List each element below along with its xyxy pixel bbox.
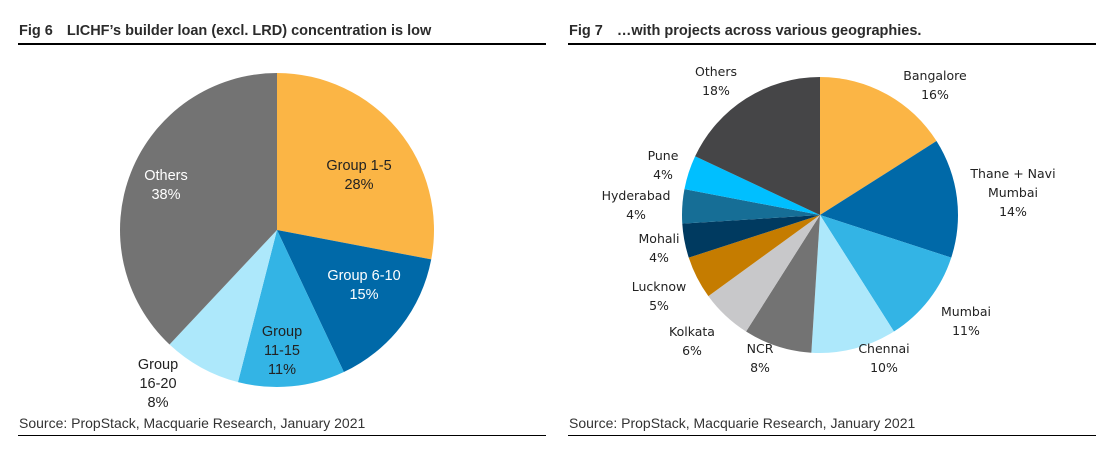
- slice-name-text: Chennai: [858, 341, 909, 356]
- slice-name-text: Group 6-10: [327, 268, 400, 284]
- fig6-slice-group-1-5: [277, 73, 434, 260]
- slice-name-text: Thane + Navi: [969, 166, 1055, 181]
- slice-value-text: 11%: [952, 323, 980, 338]
- slice-name-text: Bangalore: [903, 68, 967, 83]
- fig6-label-others: Others 38%: [144, 168, 188, 203]
- fig6-label-group-16-20: Group 16-20 8%: [138, 357, 178, 411]
- fig6-pie-chart: Group 1-5 28%Group 6-10 15%Group 11-15 11%Gr…: [119, 73, 434, 411]
- fig6-label-group-11-15: Group 11-15 11%: [262, 324, 302, 378]
- slice-name-text: Group 1-5: [326, 158, 391, 174]
- fig7-slice-others: [695, 77, 820, 215]
- fig7-label-pune: Pune 4%: [648, 148, 679, 182]
- fig6-title-rule: [18, 43, 546, 45]
- fig7-source-rule: [568, 435, 1096, 436]
- fig7-label-others: Others 18%: [695, 64, 737, 98]
- slice-value-text: 4%: [653, 167, 673, 182]
- slice-name-text: Mumbai: [988, 185, 1038, 200]
- slice-name-text: Group: [262, 324, 302, 340]
- slice-name-text: 11-15: [264, 343, 300, 359]
- slice-value-text: 38%: [151, 187, 180, 203]
- fig7-slice-lucknow: [688, 215, 820, 297]
- fig7-title-text: …with projects across various geographie…: [616, 23, 922, 39]
- slice-name-text: Mumbai: [941, 304, 991, 319]
- slice-value-text: 8%: [148, 395, 169, 411]
- slice-value-text: 18%: [702, 83, 730, 98]
- slice-value-text: 16%: [921, 87, 949, 102]
- fig7-slice-ncr: [746, 215, 820, 353]
- fig7-slice-hyderabad: [682, 189, 820, 224]
- slice-name-text: Kolkata: [669, 324, 715, 339]
- slice-value-text: 8%: [750, 360, 770, 375]
- fig7-slice-kolkata: [708, 215, 820, 332]
- slice-value-text: 4%: [649, 250, 669, 265]
- fig7-number: Fig 7: [569, 23, 603, 39]
- slice-name-text: Others: [695, 64, 737, 79]
- slice-value-text: 15%: [349, 287, 378, 303]
- fig7-label-lucknow: Lucknow 5%: [632, 279, 687, 313]
- fig6-label-group-6-10: Group 6-10 15%: [327, 268, 400, 303]
- slice-value-text: 4%: [626, 207, 646, 222]
- slice-name-text: Group: [138, 357, 178, 373]
- fig6-label-group-1-5: Group 1-5 28%: [326, 158, 391, 193]
- fig7-title-rule: [568, 43, 1096, 45]
- fig7-label-thane-navi-mumbai: Thane + Navi Mumbai 14%: [969, 166, 1055, 219]
- fig7-label-mohali: Mohali 4%: [639, 231, 680, 265]
- fig7-label-ncr: NCR 8%: [747, 341, 774, 375]
- fig6-slice-group-16-20: [169, 230, 277, 383]
- fig7-label-bangalore: Bangalore 16%: [903, 68, 967, 102]
- fig6-slice-group-6-10: [277, 230, 432, 373]
- fig6-source: Source: PropStack, Macquarie Research, J…: [19, 415, 366, 431]
- fig6-slice-group-11-15: [237, 230, 344, 387]
- fig7-pie-chart: Bangalore 16% Thane + Navi Mumbai 14% Mumbai 1…: [602, 64, 1056, 375]
- fig7-label-hyderabad: Hyderabad 4%: [602, 188, 671, 222]
- slice-name-text: Mohali: [639, 231, 680, 246]
- fig7-slice-mumbai: [820, 215, 952, 332]
- fig7-label-kolkata: Kolkata 6%: [669, 324, 715, 358]
- fig6-number: Fig 6: [19, 23, 53, 39]
- fig7-slice-pune: [684, 156, 820, 215]
- fig7-label-mumbai: Mumbai 11%: [941, 304, 991, 338]
- slice-value-text: 10%: [870, 360, 898, 375]
- slice-name-text: NCR: [747, 341, 774, 356]
- slice-name-text: Hyderabad: [602, 188, 671, 203]
- fig7-label-chennai: Chennai 10%: [858, 341, 909, 375]
- slice-value-text: 14%: [999, 204, 1027, 219]
- slice-name-text: Others: [144, 168, 188, 184]
- fig6-title: Fig 6 LICHF’s builder loan (excl. LRD) co…: [19, 23, 431, 39]
- fig6-title-text: LICHF’s builder loan (excl. LRD) concent…: [66, 23, 432, 39]
- fig7-source: Source: PropStack, Macquarie Research, J…: [569, 415, 916, 431]
- slice-name-text: Pune: [648, 148, 679, 163]
- fig7-title: Fig 7 …with projects across various geogr…: [569, 23, 921, 39]
- slice-value-text: 11%: [268, 362, 296, 378]
- fig7-slice-thane-navi-mumbai: [820, 141, 958, 258]
- fig6-slice-others: [119, 73, 277, 345]
- slice-value-text: 28%: [344, 177, 373, 193]
- slice-name-text: 16-20: [139, 376, 176, 392]
- fig7-slice-chennai: [811, 215, 894, 353]
- slice-value-text: 5%: [649, 298, 669, 313]
- fig7-slice-mohali: [682, 215, 820, 258]
- slice-name-text: Lucknow: [632, 279, 687, 294]
- fig6-source-rule: [18, 435, 546, 436]
- fig7-slice-bangalore: [820, 77, 937, 215]
- slice-value-text: 6%: [682, 343, 702, 358]
